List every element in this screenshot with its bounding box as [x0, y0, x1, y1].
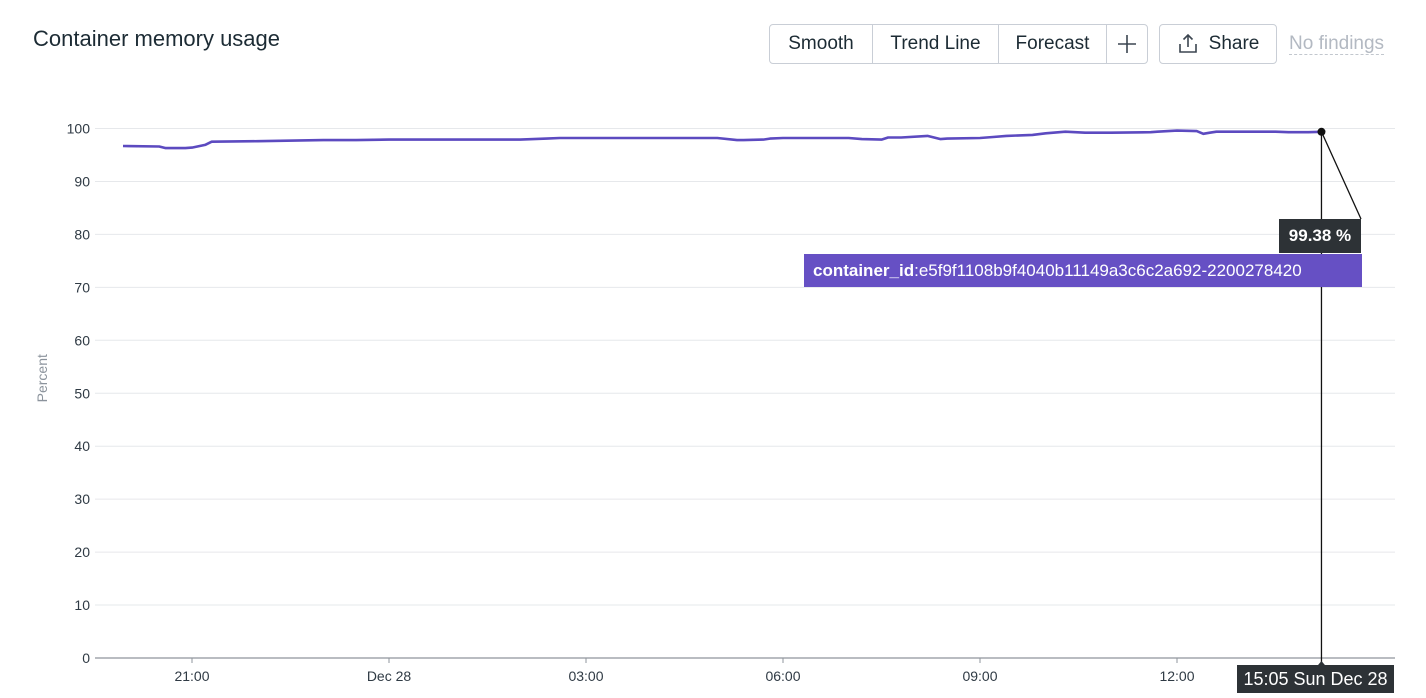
trend-line-button[interactable]: Trend Line: [873, 25, 999, 63]
y-tick-label: 40: [74, 438, 90, 454]
x-tick-label: 06:00: [765, 668, 800, 684]
y-tick-label: 80: [74, 226, 90, 242]
tooltip-series-key: container_id: [813, 260, 915, 280]
y-tick-label: 30: [74, 491, 90, 507]
chart-title: Container memory usage: [33, 26, 281, 51]
x-tick-label: 03:00: [568, 668, 603, 684]
y-tick-label: 50: [74, 385, 90, 401]
y-tick-label: 10: [74, 597, 90, 613]
y-tick-label: 60: [74, 332, 90, 348]
y-tick-label: 90: [74, 173, 90, 189]
series-line: [122, 129, 1325, 150]
tooltip-series-value: e5f9f1108b9f4040b11149a3c6c2a692-2200278…: [918, 260, 1302, 280]
x-tick-label: Dec 28: [367, 668, 412, 684]
crosshair-time-label: 15:05 Sun Dec 28: [1237, 665, 1394, 693]
share-icon: [1178, 33, 1197, 53]
x-tick-label: 12:00: [1159, 668, 1194, 684]
highlight-point: [1317, 127, 1326, 136]
tooltip-connector: [1320, 131, 1362, 220]
y-tick-label: 0: [82, 650, 90, 666]
x-tick-label: 21:00: [174, 668, 209, 684]
y-tick-label: 100: [67, 121, 91, 137]
chart-options-button-group: Smooth Trend Line Forecast: [769, 24, 1148, 64]
x-tick-label: 09:00: [962, 668, 997, 684]
tooltip-value: 99.38 %: [1279, 219, 1361, 253]
y-tick-label: 20: [74, 544, 90, 560]
add-function-button[interactable]: [1107, 25, 1147, 63]
tooltip-series-separator: :: [914, 260, 919, 280]
share-button[interactable]: Share: [1159, 24, 1277, 64]
smooth-button[interactable]: Smooth: [770, 25, 873, 63]
tooltip-series: container_id: e5f9f1108b9f4040b11149a3c6c…: [804, 254, 1362, 287]
y-axis-label: Percent: [34, 354, 50, 402]
no-findings-link[interactable]: No findings: [1289, 33, 1385, 55]
forecast-button[interactable]: Forecast: [999, 25, 1107, 63]
y-tick-label: 70: [74, 279, 90, 295]
plus-icon: [1118, 35, 1136, 53]
share-label: Share: [1208, 33, 1260, 54]
